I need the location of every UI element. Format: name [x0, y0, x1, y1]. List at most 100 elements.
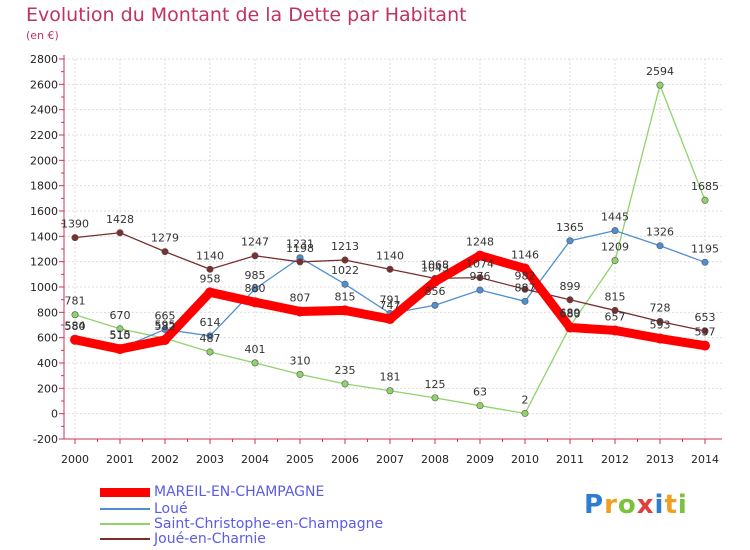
legend-swatch: [100, 487, 150, 497]
logo-letter: P: [584, 490, 605, 520]
series-point-3: [71, 234, 79, 242]
series-point-1: [341, 280, 349, 288]
series-point-0: [295, 306, 305, 317]
legend-item: Loué: [100, 501, 188, 517]
series-point-2: [296, 370, 304, 378]
y-tick-label: 200: [37, 382, 58, 395]
series-point-1: [521, 297, 529, 305]
series-point-3: [251, 252, 259, 260]
data-label: 899: [560, 280, 581, 293]
data-label: 1326: [646, 226, 674, 239]
series-point-3: [656, 317, 664, 325]
data-label: 665: [155, 309, 176, 322]
data-label: 515: [110, 328, 131, 341]
legend-label: Loué: [154, 501, 188, 517]
data-label: 181: [380, 371, 401, 384]
series-layer: [70, 81, 710, 417]
series-point-3: [341, 256, 349, 264]
series-point-0: [115, 344, 125, 355]
x-tick-label: 2009: [466, 453, 494, 466]
data-label: 2594: [646, 65, 674, 78]
series-point-1: [701, 258, 709, 266]
data-label: 1140: [376, 249, 404, 262]
series-point-0: [610, 325, 620, 336]
y-tick-label: 1200: [30, 256, 58, 269]
series-point-0: [655, 333, 665, 344]
y-tick-label: 800: [37, 306, 58, 319]
chart-title: Evolution du Montant de la Dette par Hab…: [26, 4, 467, 26]
data-label: 63: [473, 386, 487, 399]
x-tick-label: 2005: [286, 453, 314, 466]
data-label: 985: [245, 269, 266, 282]
data-label: 125: [425, 378, 446, 391]
data-label: 235: [335, 364, 356, 377]
legend-swatch: [100, 523, 150, 525]
data-label: 614: [200, 316, 221, 329]
series-point-0: [205, 287, 215, 298]
data-label: 1390: [61, 218, 89, 231]
logo-letter: i: [677, 490, 688, 520]
series-point-0: [520, 263, 530, 274]
data-label: 856: [425, 285, 446, 298]
data-label: 1365: [556, 221, 584, 234]
series-point-0: [70, 334, 80, 345]
y-tick-label: 400: [37, 357, 58, 370]
legend-label: Joué-en-Charnie: [154, 531, 266, 547]
data-label: 487: [200, 332, 221, 345]
data-label: 887: [515, 281, 536, 294]
x-tick-label: 2003: [196, 453, 224, 466]
series-point-1: [656, 242, 664, 250]
data-label: 1231: [286, 238, 314, 251]
logo-letter: x: [636, 490, 655, 520]
legend-swatch: [100, 538, 150, 540]
x-tick-label: 2004: [241, 453, 269, 466]
y-tick-label: 2200: [30, 129, 58, 142]
x-tick-label: 2006: [331, 453, 359, 466]
series-point-2: [206, 348, 214, 356]
data-label: 593: [650, 319, 671, 332]
series-point-3: [476, 274, 484, 282]
x-tick-label: 2011: [556, 453, 584, 466]
data-label: 791: [380, 293, 401, 306]
data-label: 582: [155, 320, 176, 333]
x-tick-label: 2013: [646, 453, 674, 466]
series-point-0: [160, 334, 170, 345]
series-point-2: [386, 387, 394, 395]
data-label: 1022: [331, 264, 359, 277]
axis-layer: -200 0 200 400 600 800 1000 1200 1400 1600 1800 200…: [30, 53, 722, 466]
chart-subtitle: (en €): [26, 29, 59, 42]
data-label: 1195: [691, 242, 719, 255]
legend-label: Saint-Christophe-en-Champagne: [154, 516, 384, 532]
series-point-1: [161, 325, 169, 333]
data-label: 1248: [466, 236, 494, 249]
legend-item: MAREIL-EN-CHAMPAGNE: [100, 484, 324, 500]
data-label: 815: [335, 290, 356, 303]
legend-label: MAREIL-EN-CHAMPAGNE: [154, 484, 325, 500]
y-tick-label: 1000: [30, 281, 58, 294]
series-point-3: [611, 306, 619, 314]
series-point-0: [475, 250, 485, 261]
data-label: 1685: [691, 180, 719, 193]
data-label: 1198: [286, 242, 314, 255]
data-label: 976: [470, 270, 491, 283]
series-point-0: [250, 297, 260, 308]
y-tick-label: 600: [37, 332, 58, 345]
data-label: 880: [245, 282, 266, 295]
series-point-2: [251, 359, 259, 367]
x-tick-label: 2012: [601, 453, 629, 466]
y-tick-label: 2600: [30, 78, 58, 91]
y-tick-label: 2800: [30, 53, 58, 66]
data-label: 401: [245, 343, 266, 356]
logo-letter: i: [654, 490, 665, 520]
data-label: 310: [290, 354, 311, 367]
y-tick-label: -200: [33, 433, 58, 446]
series-point-1: [206, 332, 214, 340]
data-label: 510: [110, 329, 131, 342]
data-label: 1146: [511, 249, 539, 262]
series-point-3: [521, 285, 529, 293]
series-point-3: [206, 265, 214, 273]
y-tick-label: 1400: [30, 230, 58, 243]
x-tick-label: 2002: [151, 453, 179, 466]
